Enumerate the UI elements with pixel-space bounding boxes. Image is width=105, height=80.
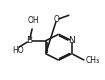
Text: HO: HO <box>13 46 24 55</box>
Text: CH₃: CH₃ <box>85 56 99 65</box>
Text: OH: OH <box>28 16 40 25</box>
Text: B: B <box>26 36 32 45</box>
Text: O: O <box>54 15 60 24</box>
Text: N: N <box>68 36 75 45</box>
